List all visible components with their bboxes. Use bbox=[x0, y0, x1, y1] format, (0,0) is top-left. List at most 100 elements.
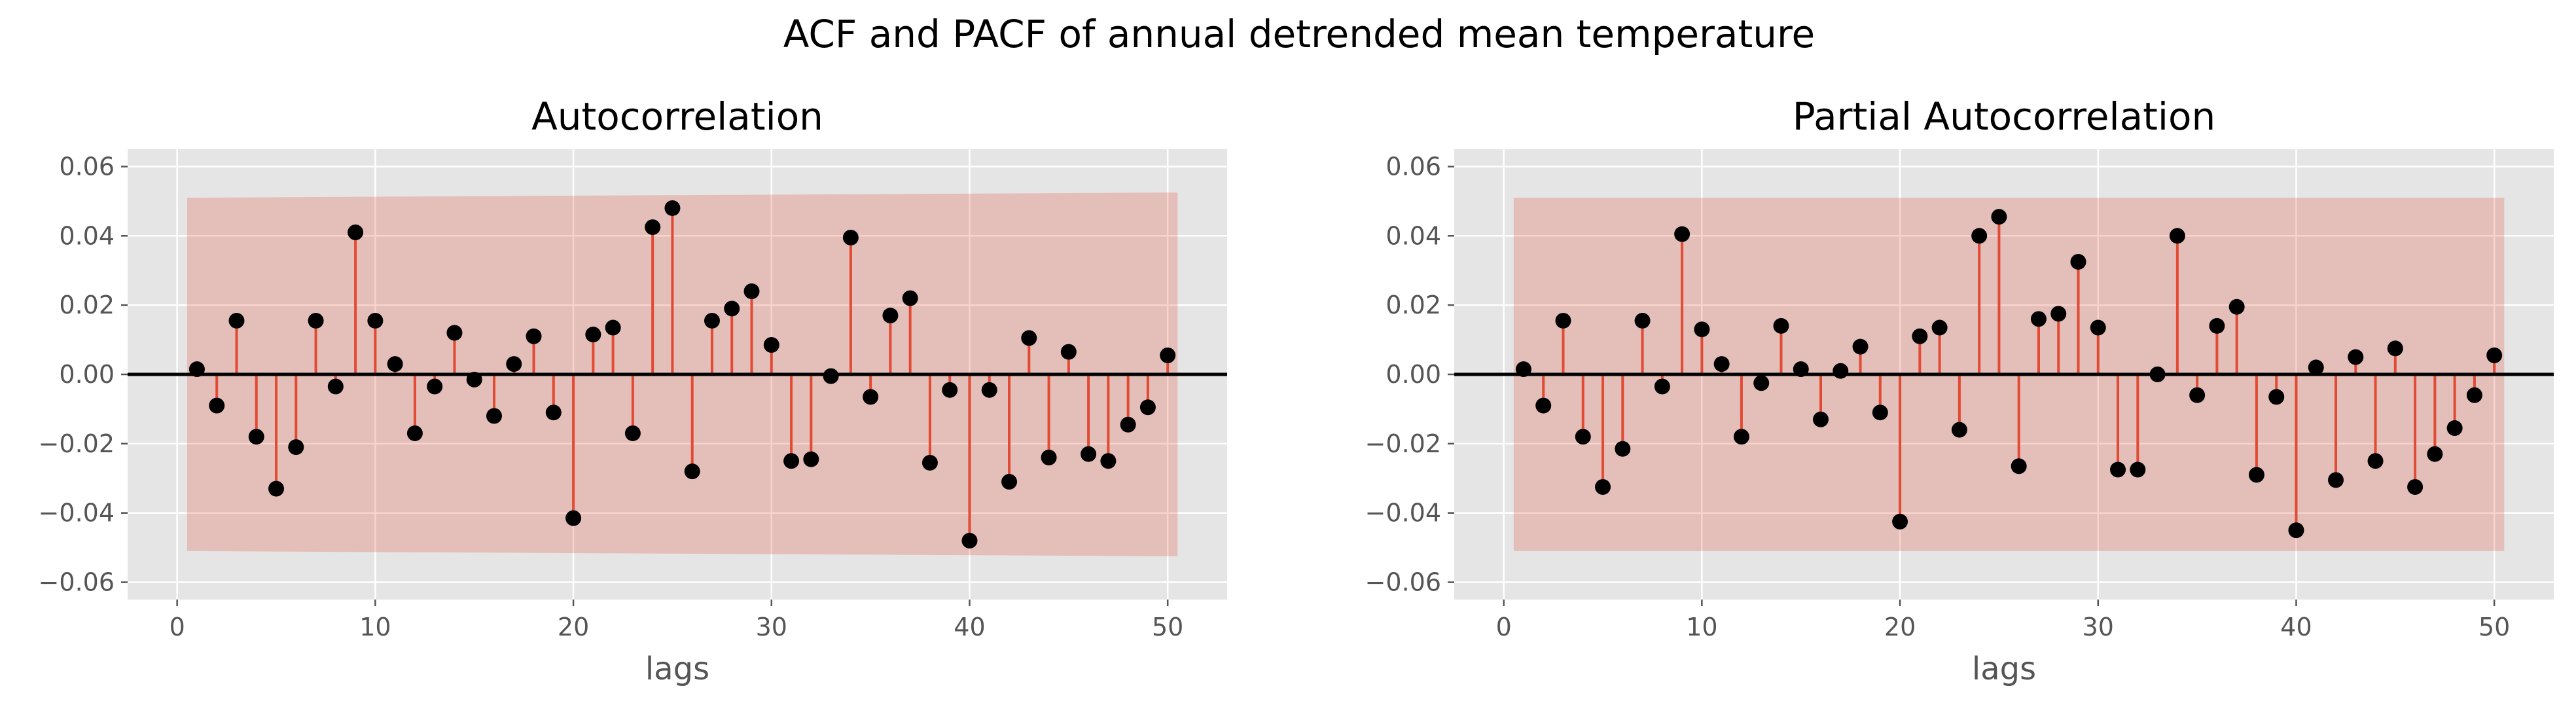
pacf-marker bbox=[1535, 397, 1552, 414]
acf-ytick-label: 0.04 bbox=[59, 221, 115, 250]
pacf-marker bbox=[2268, 389, 2285, 405]
acf-marker bbox=[823, 368, 839, 384]
acf-xlabel: lags bbox=[645, 651, 709, 687]
acf-marker bbox=[1139, 399, 1156, 416]
pacf-ytick-label: 0.00 bbox=[1386, 360, 1441, 389]
acf-marker bbox=[803, 451, 819, 467]
acf-marker bbox=[1021, 330, 1037, 346]
pacf-marker bbox=[1595, 479, 1611, 495]
pacf-marker bbox=[1654, 378, 1670, 395]
acf-marker bbox=[248, 429, 264, 445]
acf-marker bbox=[348, 225, 364, 241]
pacf-xtick-label: 10 bbox=[1686, 613, 1717, 641]
pacf-ytick-label: 0.06 bbox=[1386, 152, 1441, 181]
pacf-marker bbox=[1634, 312, 1651, 329]
pacf-marker bbox=[2209, 317, 2225, 334]
pacf-marker bbox=[2228, 298, 2245, 315]
pacf-marker bbox=[1852, 338, 1869, 355]
acf-marker bbox=[427, 378, 443, 395]
pacf-ytick-label: −0.06 bbox=[1365, 568, 1441, 597]
pacf-marker bbox=[2248, 467, 2264, 483]
pacf-ytick-label: −0.04 bbox=[1365, 499, 1441, 528]
acf-marker bbox=[863, 389, 879, 405]
acf-marker bbox=[624, 425, 641, 441]
acf-marker bbox=[902, 290, 918, 306]
acf-marker bbox=[268, 480, 285, 497]
acf-marker bbox=[605, 319, 621, 336]
acf-marker bbox=[446, 325, 463, 341]
pacf-marker bbox=[2288, 522, 2304, 539]
acf-marker bbox=[1041, 450, 1057, 466]
pacf-marker bbox=[1555, 312, 1571, 329]
acf-ytick-label: 0.06 bbox=[59, 152, 115, 181]
pacf-marker bbox=[1912, 328, 1928, 344]
pacf-marker bbox=[2407, 479, 2424, 495]
acf-marker bbox=[763, 337, 779, 353]
pacf-marker bbox=[1575, 429, 1591, 445]
pacf-marker bbox=[1813, 411, 1829, 427]
acf-marker bbox=[288, 439, 304, 456]
acf-marker bbox=[406, 425, 423, 441]
acf-marker bbox=[327, 378, 344, 395]
acf-marker bbox=[1060, 344, 1077, 360]
pacf-marker bbox=[2090, 319, 2106, 336]
pacf-xtick-label: 0 bbox=[1496, 613, 1512, 641]
pacf-marker bbox=[2149, 367, 2166, 382]
acf-ytick-label: −0.04 bbox=[39, 499, 115, 528]
pacf-marker bbox=[2070, 254, 2086, 270]
pacf-marker bbox=[1951, 422, 1967, 438]
acf-marker bbox=[188, 361, 205, 378]
acf-marker bbox=[921, 454, 938, 471]
pacf-marker bbox=[1713, 356, 1730, 372]
acf-marker bbox=[1100, 453, 1117, 469]
acf-marker bbox=[308, 312, 324, 329]
acf-panel: −0.06 −0.04 −0.02 0.00 0.02 0.04 0.06 0 10 20 30 40… bbox=[39, 94, 1227, 687]
pacf-marker bbox=[2348, 349, 2364, 365]
pacf-marker bbox=[1773, 317, 1789, 334]
pacf-marker bbox=[2328, 472, 2344, 488]
acf-xtick-label: 10 bbox=[359, 613, 391, 641]
acf-ytick-label: 0.02 bbox=[59, 291, 115, 319]
pacf-marker bbox=[2169, 228, 2185, 244]
acf-xtick-label: 40 bbox=[954, 613, 985, 641]
pacf-marker bbox=[1615, 440, 1631, 457]
pacf-xtick-label: 50 bbox=[2478, 613, 2510, 641]
acf-xtick-label: 50 bbox=[1152, 613, 1183, 641]
acf-marker bbox=[664, 200, 681, 216]
acf-marker bbox=[942, 382, 958, 398]
acf-marker bbox=[961, 533, 978, 549]
acf-xtick-label: 0 bbox=[170, 613, 185, 641]
acf-marker bbox=[704, 312, 720, 329]
acf-marker bbox=[1001, 474, 1018, 490]
pacf-marker bbox=[1733, 429, 1749, 445]
acf-ytick-label: 0.00 bbox=[59, 360, 115, 389]
pacf-marker bbox=[2486, 347, 2503, 363]
pacf-marker bbox=[1991, 209, 2007, 225]
acf-marker bbox=[228, 312, 245, 329]
acf-marker bbox=[367, 312, 384, 329]
pacf-ytick-label: 0.04 bbox=[1386, 221, 1441, 250]
pacf-marker bbox=[1753, 375, 1770, 391]
pacf-marker bbox=[1793, 361, 1809, 378]
acf-marker bbox=[842, 229, 859, 245]
pacf-marker bbox=[2050, 306, 2067, 322]
acf-marker bbox=[209, 397, 225, 414]
pacf-marker bbox=[1892, 513, 1908, 530]
figure-title: ACF and PACF of annual detrended mean te… bbox=[783, 12, 1815, 56]
pacf-xtick-label: 30 bbox=[2083, 613, 2114, 641]
acf-ytick-label: −0.06 bbox=[39, 568, 115, 597]
acf-title: Autocorrelation bbox=[531, 94, 823, 139]
pacf-marker bbox=[2446, 420, 2463, 437]
acf-marker bbox=[526, 328, 542, 344]
pacf-marker bbox=[1694, 321, 1710, 338]
pacf-marker bbox=[2387, 340, 2403, 357]
acf-marker bbox=[1160, 347, 1176, 363]
acf-marker bbox=[743, 283, 760, 299]
pacf-marker bbox=[2130, 461, 2146, 478]
pacf-marker bbox=[1515, 361, 1531, 378]
pacf-marker bbox=[1833, 363, 1849, 379]
acf-marker bbox=[645, 219, 661, 236]
pacf-ytick-label: 0.02 bbox=[1386, 291, 1441, 319]
pacf-marker bbox=[2110, 461, 2126, 478]
